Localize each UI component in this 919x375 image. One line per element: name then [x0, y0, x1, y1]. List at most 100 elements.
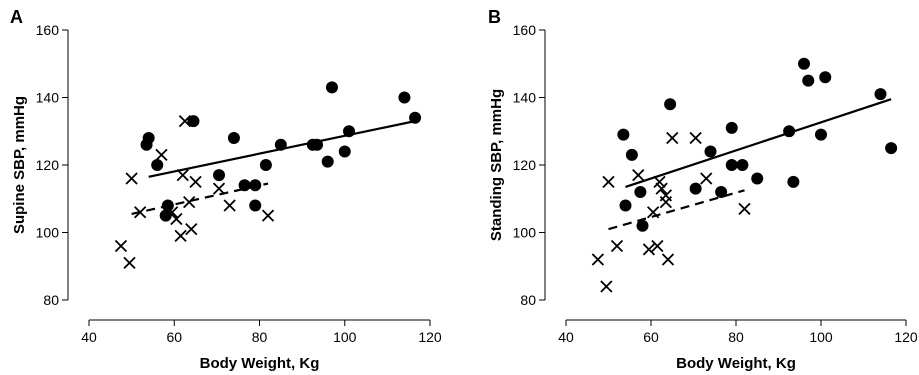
x-axis-title: Body Weight, Kg — [676, 355, 796, 372]
data-point-circle — [409, 111, 422, 124]
data-point-circle — [161, 199, 174, 212]
y-tick-label: 100 — [36, 225, 60, 241]
data-point-cross — [738, 202, 751, 216]
data-point-cross — [174, 229, 187, 243]
data-point-cross — [646, 206, 660, 219]
data-point-circle — [798, 57, 810, 70]
data-point-circle — [213, 169, 226, 182]
data-point-cross — [261, 209, 275, 222]
data-point-circle — [338, 145, 351, 158]
data-point-circle — [819, 71, 832, 84]
data-point-cross — [170, 212, 183, 226]
data-point-cross — [165, 206, 179, 219]
data-point-circle — [625, 148, 638, 161]
data-point-circle — [343, 125, 356, 138]
data-point-circle — [874, 88, 887, 101]
data-point-circle — [751, 172, 764, 185]
data-point-circle — [815, 128, 827, 141]
y-tick-label: 140 — [36, 90, 60, 106]
data-point-cross — [176, 168, 189, 182]
data-point-circle — [885, 142, 898, 155]
data-point-circle — [249, 179, 262, 192]
data-point-cross — [651, 239, 664, 253]
x-tick-label: 60 — [166, 329, 182, 345]
x-tick-label: 100 — [809, 329, 833, 345]
data-point-circle — [325, 81, 338, 94]
data-point-circle — [398, 91, 411, 104]
data-point-cross — [114, 239, 128, 253]
data-point-cross — [602, 175, 615, 189]
data-point-circle — [736, 159, 749, 171]
panel-label: B — [488, 7, 501, 27]
x-tick-label: 120 — [894, 329, 918, 345]
data-point-cross — [659, 195, 673, 209]
data-point-circle — [689, 182, 702, 195]
data-point-circle — [249, 199, 262, 212]
data-point-cross — [185, 222, 198, 236]
data-point-circle — [634, 186, 647, 198]
x-tick-label: 40 — [81, 329, 97, 345]
data-point-circle — [802, 74, 815, 87]
y-tick-label: 140 — [513, 90, 537, 106]
solid-fit-line — [625, 98, 892, 188]
data-point-cross — [642, 243, 656, 256]
x-tick-label: 120 — [418, 329, 442, 345]
chart-panel-b: B 40 60 80 100 120 80 100 120 140 160 Body Weight, … — [488, 7, 918, 372]
y-tick-label: 160 — [513, 22, 537, 38]
data-point-circle — [187, 115, 200, 128]
data-point-circle — [259, 159, 272, 171]
data-point-circle — [311, 138, 324, 151]
data-point-circle — [151, 159, 164, 171]
data-point-circle — [725, 159, 738, 171]
y-tick-label: 160 — [36, 22, 60, 38]
data-point-circle — [787, 175, 800, 188]
y-tick-label: 80 — [43, 292, 59, 308]
x-tick-label: 40 — [558, 329, 574, 345]
dashed-fit-line — [131, 182, 269, 216]
y-axis-title: Supine SBP, mmHg — [11, 96, 28, 234]
data-point-cross — [600, 280, 613, 293]
y-tick-label: 100 — [513, 225, 537, 241]
x-tick-label: 60 — [643, 329, 659, 345]
data-point-cross — [610, 239, 624, 253]
x-axis-title: Body Weight, Kg — [200, 355, 320, 372]
data-point-cross — [661, 253, 675, 266]
data-point-circle — [725, 121, 738, 134]
y-tick-label: 120 — [513, 157, 537, 173]
y-axis-title: Standing SBP, mmHg — [488, 89, 505, 241]
data-point-circle — [664, 98, 677, 111]
data-point-circle — [321, 155, 334, 168]
data-point-cross — [125, 172, 138, 185]
data-point-cross — [178, 114, 192, 128]
data-point-cross — [123, 256, 136, 270]
data-point-cross — [591, 253, 605, 266]
data-point-cross — [632, 168, 645, 182]
data-point-circle — [274, 138, 287, 151]
data-point-circle — [619, 199, 632, 212]
data-point-cross — [700, 172, 713, 185]
data-point-cross — [155, 148, 168, 162]
x-tick-label: 100 — [333, 329, 357, 345]
data-point-cross — [223, 199, 236, 212]
data-point-circle — [636, 219, 649, 232]
data-point-cross — [653, 175, 666, 189]
data-point-circle — [783, 125, 796, 138]
data-point-cross — [689, 131, 702, 145]
x-tick-label: 80 — [728, 329, 744, 345]
data-point-cross — [134, 206, 147, 219]
y-tick-label: 120 — [36, 157, 60, 173]
data-point-cross — [212, 182, 226, 195]
data-point-cross — [183, 195, 196, 209]
data-point-circle — [617, 128, 630, 141]
y-tick-label: 80 — [520, 292, 536, 308]
data-point-circle — [704, 145, 717, 158]
data-point-circle — [238, 179, 251, 192]
data-point-cross — [655, 182, 668, 195]
data-point-circle — [715, 186, 728, 198]
data-point-cross — [189, 175, 202, 189]
chart-panel-a: A 40 60 80 100 120 80 100 120 140 160 Body Weight, … — [10, 7, 442, 372]
data-point-cross — [666, 131, 679, 145]
data-point-circle — [227, 132, 240, 144]
data-point-circle — [140, 138, 153, 151]
